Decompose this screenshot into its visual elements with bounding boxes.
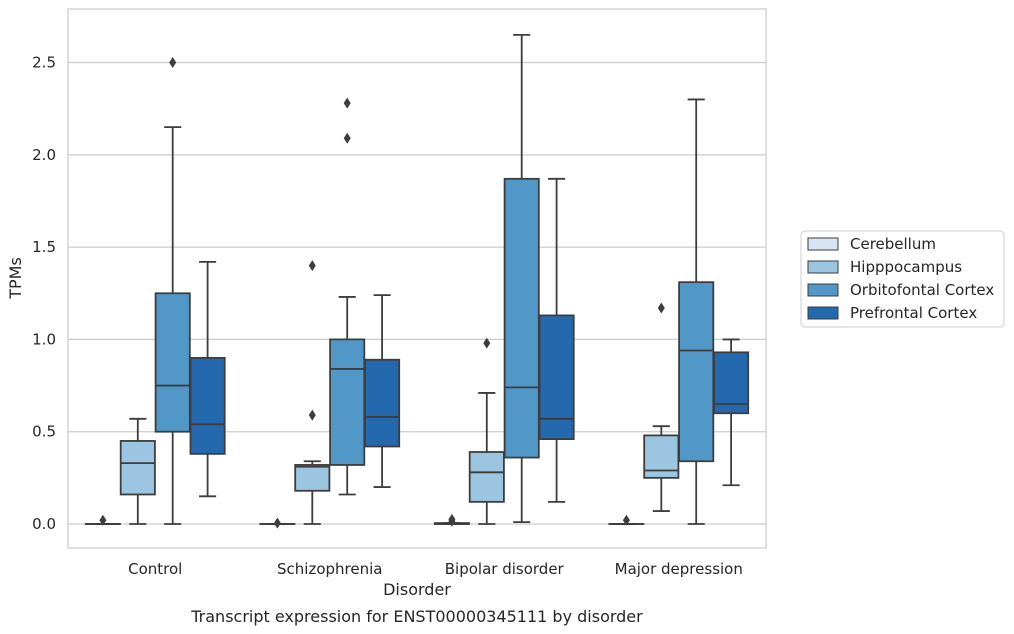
box-iqr — [713, 351, 750, 415]
box-2-3 — [538, 177, 575, 503]
box-iqr — [643, 434, 680, 479]
box-2-2 — [503, 33, 540, 524]
box-iqr — [294, 464, 331, 492]
outlier-point — [273, 517, 281, 529]
box-iqr — [468, 451, 505, 503]
outlier-point — [308, 260, 316, 272]
y-tick-label: 2.5 — [32, 54, 56, 72]
outlier-point — [343, 97, 351, 109]
y-tick-label: 0.5 — [32, 423, 56, 441]
box-1-0 — [259, 517, 296, 529]
plot-frame — [67, 8, 767, 549]
x-tick-label: Schizophrenia — [277, 560, 382, 578]
x-axis-label: Disorder — [383, 580, 451, 599]
x-tick-label: Control — [128, 560, 182, 578]
box-1-1 — [294, 260, 331, 525]
outlier-point — [343, 132, 351, 144]
box-0-3 — [189, 260, 226, 498]
box-iqr — [154, 292, 191, 433]
outlier-point — [308, 409, 316, 421]
legend-swatch — [807, 283, 839, 297]
box-iqr — [538, 314, 575, 440]
legend-label: Orbitofontal Cortex — [850, 281, 994, 299]
chart-caption: Transcript expression for ENST0000034511… — [190, 607, 643, 626]
box-iqr — [364, 358, 401, 448]
box-1-3 — [364, 294, 401, 488]
outlier-point — [448, 513, 456, 525]
box-series — [84, 33, 750, 529]
box-2-0 — [433, 513, 470, 527]
outlier-point — [169, 57, 177, 69]
box-3-1 — [643, 302, 680, 512]
box-iqr — [678, 281, 715, 463]
y-tick-label: 1.5 — [32, 238, 56, 256]
box-iqr — [119, 440, 156, 496]
box-0-0 — [84, 514, 121, 526]
outlier-point — [483, 337, 491, 349]
box-iqr — [503, 177, 540, 459]
box-iqr — [189, 356, 226, 455]
x-tick-label: Bipolar disorder — [445, 560, 565, 578]
legend-label: Cerebellum — [850, 235, 936, 253]
y-tick-label: 1.0 — [32, 330, 56, 348]
y-tick-label: 2.0 — [32, 146, 56, 164]
legend-swatch — [807, 260, 839, 274]
outlier-point — [657, 302, 665, 314]
y-axis-label: TPMs — [6, 257, 25, 300]
legend-swatch — [807, 237, 839, 251]
box-1-2 — [329, 97, 366, 496]
legend: Cerebellum Hipppocampus Orbitofontal Corte… — [800, 230, 1005, 328]
box-iqr — [329, 338, 366, 466]
box-3-0 — [608, 514, 645, 526]
box-3-3 — [713, 338, 750, 487]
x-axis-ticks: Control Schizophrenia Bipolar disorder Majo… — [128, 560, 743, 578]
box-0-1 — [119, 417, 156, 525]
outlier-point — [622, 514, 630, 526]
y-axis-ticks: 0.0 0.5 1.0 1.5 2.0 2.5 — [32, 54, 56, 533]
legend-label: Prefrontal Cortex — [850, 304, 977, 322]
box-2-1 — [468, 337, 505, 525]
x-tick-label: Major depression — [615, 560, 743, 578]
legend-frame — [800, 230, 1005, 328]
legend-swatch — [807, 306, 839, 320]
box-0-2 — [154, 57, 191, 525]
y-tick-label: 0.0 — [32, 515, 56, 533]
outlier-point — [99, 514, 107, 526]
legend-label: Hipppocampus — [850, 258, 962, 276]
